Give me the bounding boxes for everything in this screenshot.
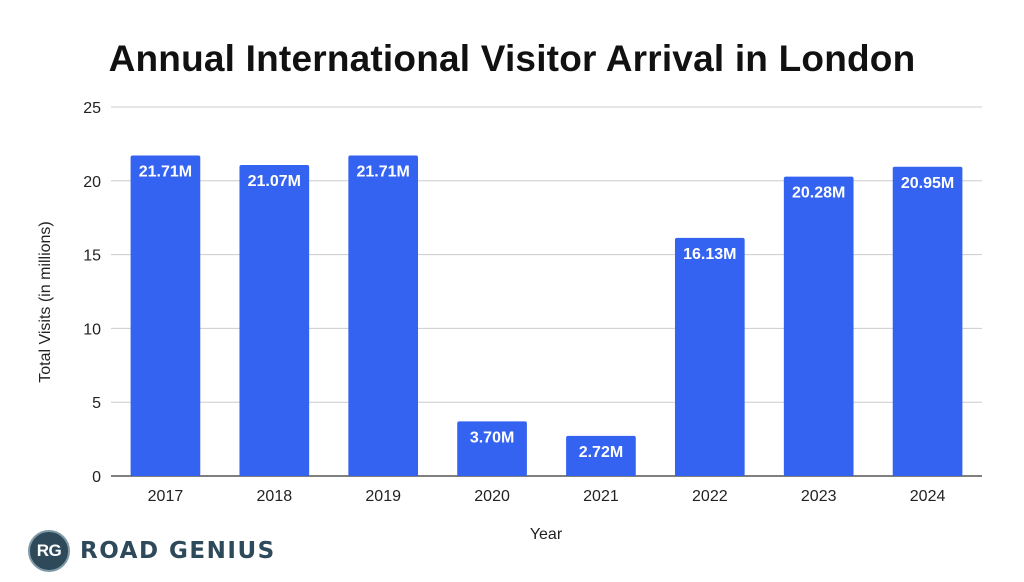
bar-2021 (566, 435, 636, 476)
data-labels: 21.71M 21.07M 21.71M 3.70M 2.72M 16.13M 20.28M… (139, 164, 955, 461)
data-label-2019: 21.71M (357, 164, 410, 181)
bar-2020 (457, 421, 527, 476)
bar-2024 (892, 166, 963, 476)
bar-2017 (130, 155, 201, 476)
bar-2019 (348, 155, 419, 476)
y-axis-ticks: 0 5 10 15 20 25 (83, 100, 101, 486)
x-tick-label-2017: 2017 (148, 488, 184, 505)
y-tick-label: 25 (83, 100, 101, 117)
bar-2022 (674, 237, 745, 476)
y-axis-label: Total Visits (in millions) (37, 221, 54, 383)
x-tick-label-2021: 2021 (583, 488, 619, 505)
y-tick-label: 10 (83, 321, 101, 338)
x-tick-label-2023: 2023 (801, 488, 837, 505)
data-label-2023: 20.28M (792, 185, 845, 202)
x-tick-label-2022: 2022 (692, 488, 728, 505)
brand-name: ROAD GENIUS (80, 538, 276, 564)
data-label-2022: 16.13M (683, 246, 736, 263)
road-genius-logo-icon: RG (28, 530, 70, 572)
x-tick-label-2024: 2024 (910, 488, 946, 505)
y-tick-label: 0 (92, 469, 101, 486)
data-label-2021: 2.72M (579, 444, 623, 461)
x-tick-label-2018: 2018 (257, 488, 293, 505)
data-label-2020: 3.70M (470, 429, 514, 446)
data-label-2024: 20.95M (901, 175, 954, 192)
x-tick-label-2020: 2020 (474, 488, 510, 505)
data-label-2017: 21.71M (139, 164, 192, 181)
bars (130, 155, 963, 476)
data-label-2018: 21.07M (248, 173, 301, 190)
y-tick-label: 20 (83, 174, 101, 191)
x-tick-label-2019: 2019 (365, 488, 401, 505)
y-tick-label: 5 (92, 395, 101, 412)
bar-2023 (783, 176, 854, 476)
chart-title: Annual International Visitor Arrival in … (108, 38, 916, 79)
brand-watermark: RG ROAD GENIUS (28, 528, 276, 574)
y-tick-label: 15 (83, 248, 101, 265)
bar-2018 (239, 165, 310, 476)
x-axis-ticks: 2017 2018 2019 2020 2021 2022 2023 2024 (148, 488, 946, 505)
x-axis-label: Year (530, 526, 563, 543)
